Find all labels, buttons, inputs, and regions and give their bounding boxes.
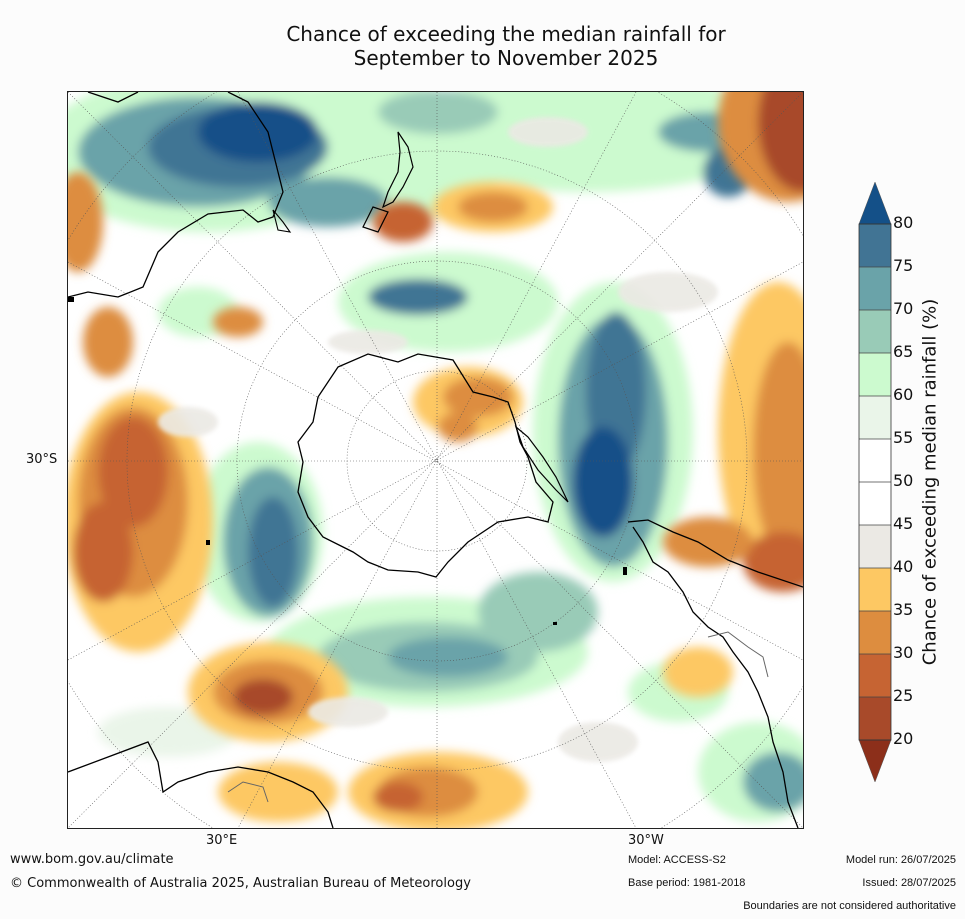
south-america-coastline bbox=[627, 519, 803, 828]
colorbar-tick-20: 20 bbox=[893, 729, 914, 748]
colorbar bbox=[858, 182, 892, 782]
colorbar-bin-20-25 bbox=[859, 697, 891, 740]
colorbar-bin-65-70 bbox=[859, 310, 891, 353]
map-canvas bbox=[68, 92, 803, 828]
colorbar-tick-65: 65 bbox=[893, 342, 914, 361]
colorbar-bin-25-30 bbox=[859, 654, 891, 697]
colorbar-bin-30-35 bbox=[859, 611, 891, 654]
dry-signal-regions bbox=[68, 92, 803, 828]
copyright-text: © Commonwealth of Australia 2025, Austra… bbox=[10, 876, 471, 891]
longitude-label-30w: 30°W bbox=[628, 833, 664, 848]
new-zealand-coastline bbox=[362, 131, 414, 233]
near-normal-regions bbox=[158, 117, 718, 762]
colorbar-tick-50: 50 bbox=[893, 471, 914, 490]
bom-url-link[interactable]: www.bom.gov.au/climate bbox=[10, 852, 174, 867]
colorbar-tick-40: 40 bbox=[893, 557, 914, 576]
colorbar-extend-bottom bbox=[858, 739, 892, 782]
colorbar-tick-60: 60 bbox=[893, 385, 914, 404]
wet-signal-regions bbox=[68, 92, 803, 822]
title-line-1: Chance of exceeding the median rainfall … bbox=[286, 22, 726, 46]
antarctica-coastline bbox=[297, 353, 554, 578]
colorbar-bin-35-40 bbox=[859, 568, 891, 611]
colorbar-tick-80: 80 bbox=[893, 213, 914, 232]
colorbar-bin-75-80 bbox=[859, 224, 891, 267]
colorbar-tick-75: 75 bbox=[893, 256, 914, 275]
longitude-label-30e: 30°E bbox=[206, 833, 238, 848]
africa-coastline bbox=[68, 741, 334, 828]
colorbar-tick-55: 55 bbox=[893, 428, 914, 447]
graticule bbox=[68, 92, 803, 828]
latitude-label-30s: 30°S bbox=[26, 452, 58, 467]
base-period-text: Base period: 1981-2018 bbox=[628, 877, 746, 889]
title-line-2: September to November 2025 bbox=[353, 46, 659, 70]
colorbar-tick-25: 25 bbox=[893, 686, 914, 705]
colorbar-extend-top bbox=[858, 182, 892, 225]
colorbar-title: Chance of exceeding median rainfall (%) bbox=[919, 298, 941, 666]
issued-text: Issued: 28/07/2025 bbox=[862, 877, 956, 889]
colorbar-bin-70-75 bbox=[859, 267, 891, 310]
model-run-text: Model run: 26/07/2025 bbox=[845, 854, 956, 866]
colorbar-tick-70: 70 bbox=[893, 299, 914, 318]
model-text: Model: ACCESS-S2 bbox=[628, 854, 726, 866]
colorbar-bin-60-65 bbox=[859, 353, 891, 396]
colorbar-tick-30: 30 bbox=[893, 643, 914, 662]
map-title: Chance of exceeding the median rainfall … bbox=[0, 22, 965, 70]
colorbar-tick-35: 35 bbox=[893, 600, 914, 619]
colorbar-bin-55-60 bbox=[859, 396, 891, 439]
rainfall-map bbox=[67, 91, 804, 829]
disclaimer-text: Boundaries are not considered authoritat… bbox=[743, 900, 956, 912]
australia-coastline bbox=[68, 92, 284, 298]
colorbar-bin-40-45 bbox=[859, 525, 891, 568]
colorbar-tick-45: 45 bbox=[893, 514, 914, 533]
